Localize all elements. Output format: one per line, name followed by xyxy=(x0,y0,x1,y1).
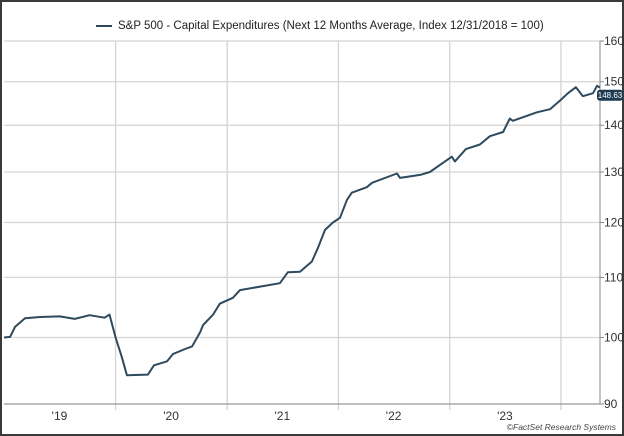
y-tick-label: 110 xyxy=(604,270,623,284)
x-tick-label: '23 xyxy=(497,409,513,423)
x-tick-label: '22 xyxy=(386,409,402,423)
y-tick-label: 100 xyxy=(604,331,624,345)
legend-label: S&P 500 - Capital Expenditures (Next 12 … xyxy=(118,20,544,32)
x-tick-label: '19 xyxy=(52,409,68,423)
y-tick-label: 140 xyxy=(604,118,624,132)
source-credit: ©FactSet Research Systems xyxy=(506,422,616,432)
series-line xyxy=(3,84,601,377)
x-tick-label: '20 xyxy=(163,409,179,423)
y-tick-label: 130 xyxy=(604,165,624,179)
y-tick-label: 120 xyxy=(604,216,624,230)
x-tick-label: '21 xyxy=(275,409,291,423)
last-value-label: 148.63 xyxy=(598,91,623,100)
last-value-box xyxy=(597,89,623,101)
legend: S&P 500 - Capital Expenditures (Next 12 … xyxy=(96,20,544,32)
y-tick-label: 150 xyxy=(604,75,624,89)
legend-swatch xyxy=(96,25,112,27)
y-tick-label: 160 xyxy=(604,34,624,48)
y-tick-label: 90 xyxy=(604,397,618,411)
